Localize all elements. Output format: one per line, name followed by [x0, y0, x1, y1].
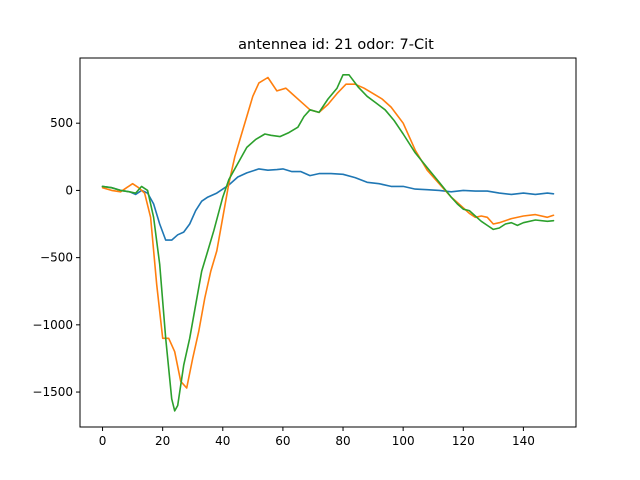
x-tick-label: 120	[452, 434, 475, 448]
x-tick-label: 100	[392, 434, 415, 448]
x-tick-label: 0	[99, 434, 107, 448]
series-line-3	[101, 74, 555, 412]
y-tick-label: −1000	[32, 318, 73, 332]
x-tick-label: 20	[155, 434, 170, 448]
y-tick-label: −1500	[32, 385, 73, 399]
series-line-2	[101, 76, 555, 389]
x-tick-label: 80	[335, 434, 350, 448]
y-tick-label: −500	[40, 251, 73, 265]
x-axis: 0 20 40 60 80 100 120 140	[99, 427, 535, 448]
y-tick-label: 500	[50, 116, 73, 130]
y-axis: −1500 −1000 −500 0 500	[32, 116, 80, 399]
chart-title: antennea id: 21 odor: 7-Cit	[238, 37, 434, 53]
y-tick-label: 0	[65, 183, 73, 197]
x-tick-label: 140	[512, 434, 535, 448]
plot-series-group	[101, 74, 555, 412]
series-line-1	[101, 168, 555, 241]
plot-area-frame	[79, 57, 577, 428]
x-tick-label: 60	[275, 434, 290, 448]
x-tick-label: 40	[215, 434, 230, 448]
